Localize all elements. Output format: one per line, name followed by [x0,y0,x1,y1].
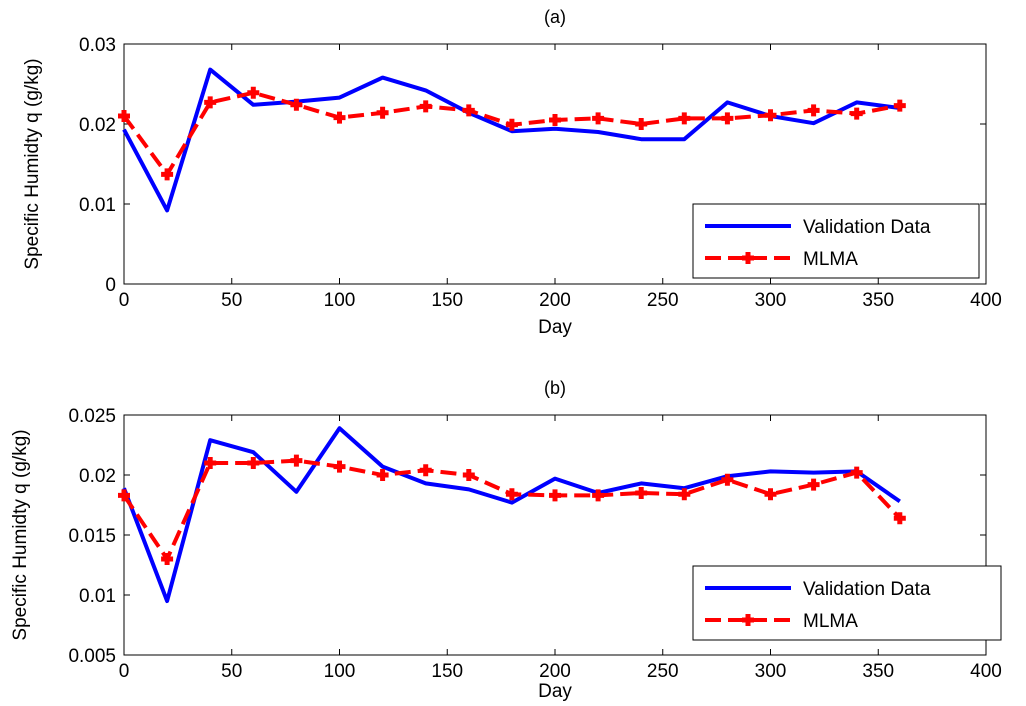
chart-panel-a: 0 50 100 150 200 250 300 350 400 0 0.01 0.02 0.03 (a)… [22,7,1002,338]
x-tick-label: 250 [647,661,679,682]
data-point-marker [549,489,561,502]
x-tick-label: 0 [119,661,130,682]
y-tick-label: 0.03 [79,35,116,56]
y-tick-label: 0.01 [79,586,116,607]
x-axis-label: Day [538,317,572,338]
x-tick-label: 350 [862,661,894,682]
data-point-marker [807,104,820,117]
series-mlma [118,454,906,565]
data-point-marker [247,86,260,99]
series-validation-data [122,426,901,603]
x-tick-label: 300 [755,290,787,311]
x-tick-label: 50 [221,661,242,682]
x-tick-label: 200 [539,661,571,682]
data-point-marker [161,168,174,181]
y-tick-label: 0.01 [79,195,116,216]
data-point-marker [549,114,561,126]
legend-label: MLMA [803,249,858,270]
data-point-marker [247,457,260,469]
y-tick-label: 0 [105,275,116,296]
data-point-marker [678,112,691,125]
x-tick-label: 300 [755,661,787,682]
data-point-marker [118,110,130,122]
chart-title: (a) [544,7,566,27]
legend-box [692,203,980,279]
data-point-marker [635,118,648,130]
data-point-marker [893,99,906,112]
data-point-marker [592,489,605,502]
data-point-marker [333,460,346,473]
series-line [122,426,901,603]
data-point-marker [161,553,174,565]
data-point-marker [721,112,734,125]
x-tick-label: 100 [324,661,356,682]
data-point-marker [419,100,432,113]
data-point-marker [376,469,389,481]
data-point-marker [807,478,820,491]
data-point-marker [505,118,518,131]
legend-label: Validation Data [803,217,931,238]
chart-panel-b: 0 50 100 150 200 250 300 350 400 0.005 0.01 0.015 0.… [10,378,1002,702]
data-point-marker [850,466,863,479]
data-point-marker [290,454,303,467]
legend-marker [742,252,754,264]
data-point-marker [462,469,475,481]
data-point-marker [333,111,346,124]
legend: Validation Data MLMA [692,565,1002,641]
y-tick-label: 0.02 [79,466,116,487]
legend: Validation Data MLMA [692,203,980,279]
legend-marker [742,614,754,626]
x-tick-label: 0 [119,290,130,311]
data-point-marker [290,98,303,111]
data-point-marker [764,488,777,501]
data-point-marker [635,487,648,499]
legend-label: MLMA [803,611,858,632]
chart-title: (b) [544,378,566,398]
x-tick-label: 200 [539,290,571,311]
y-tick-label: 0.02 [79,115,116,136]
x-tick-label: 250 [647,290,679,311]
x-tick-label: 350 [862,290,894,311]
data-point-marker [204,457,217,469]
y-axis-label: Specific Humidty q (g/kg) [22,58,43,269]
data-point-marker [893,512,906,525]
data-point-marker [764,109,777,122]
x-tick-label: 100 [324,290,356,311]
x-tick-label: 400 [970,290,1002,311]
data-point-marker [678,488,691,501]
data-point-marker [419,464,432,477]
data-point-marker [592,112,605,125]
y-tick-label: 0.025 [68,406,116,427]
data-point-marker [850,107,863,120]
series-mlma [118,86,906,181]
y-tick-label: 0.005 [68,646,116,667]
data-point-marker [462,104,475,117]
data-point-marker [376,106,389,119]
x-tick-label: 50 [221,290,242,311]
data-point-marker [118,489,130,502]
y-tick-label: 0.015 [68,526,116,547]
legend-label: Validation Data [803,579,931,600]
data-point-marker [721,473,734,486]
x-tick-label: 150 [431,661,463,682]
legend-box [692,565,1002,641]
data-point-marker [505,488,518,501]
x-tick-label: 400 [970,661,1002,682]
x-tick-label: 150 [431,290,463,311]
x-axis-label: Day [538,681,572,702]
data-point-marker [204,96,217,109]
y-axis-label: Specific Humidty q (g/kg) [10,429,31,640]
